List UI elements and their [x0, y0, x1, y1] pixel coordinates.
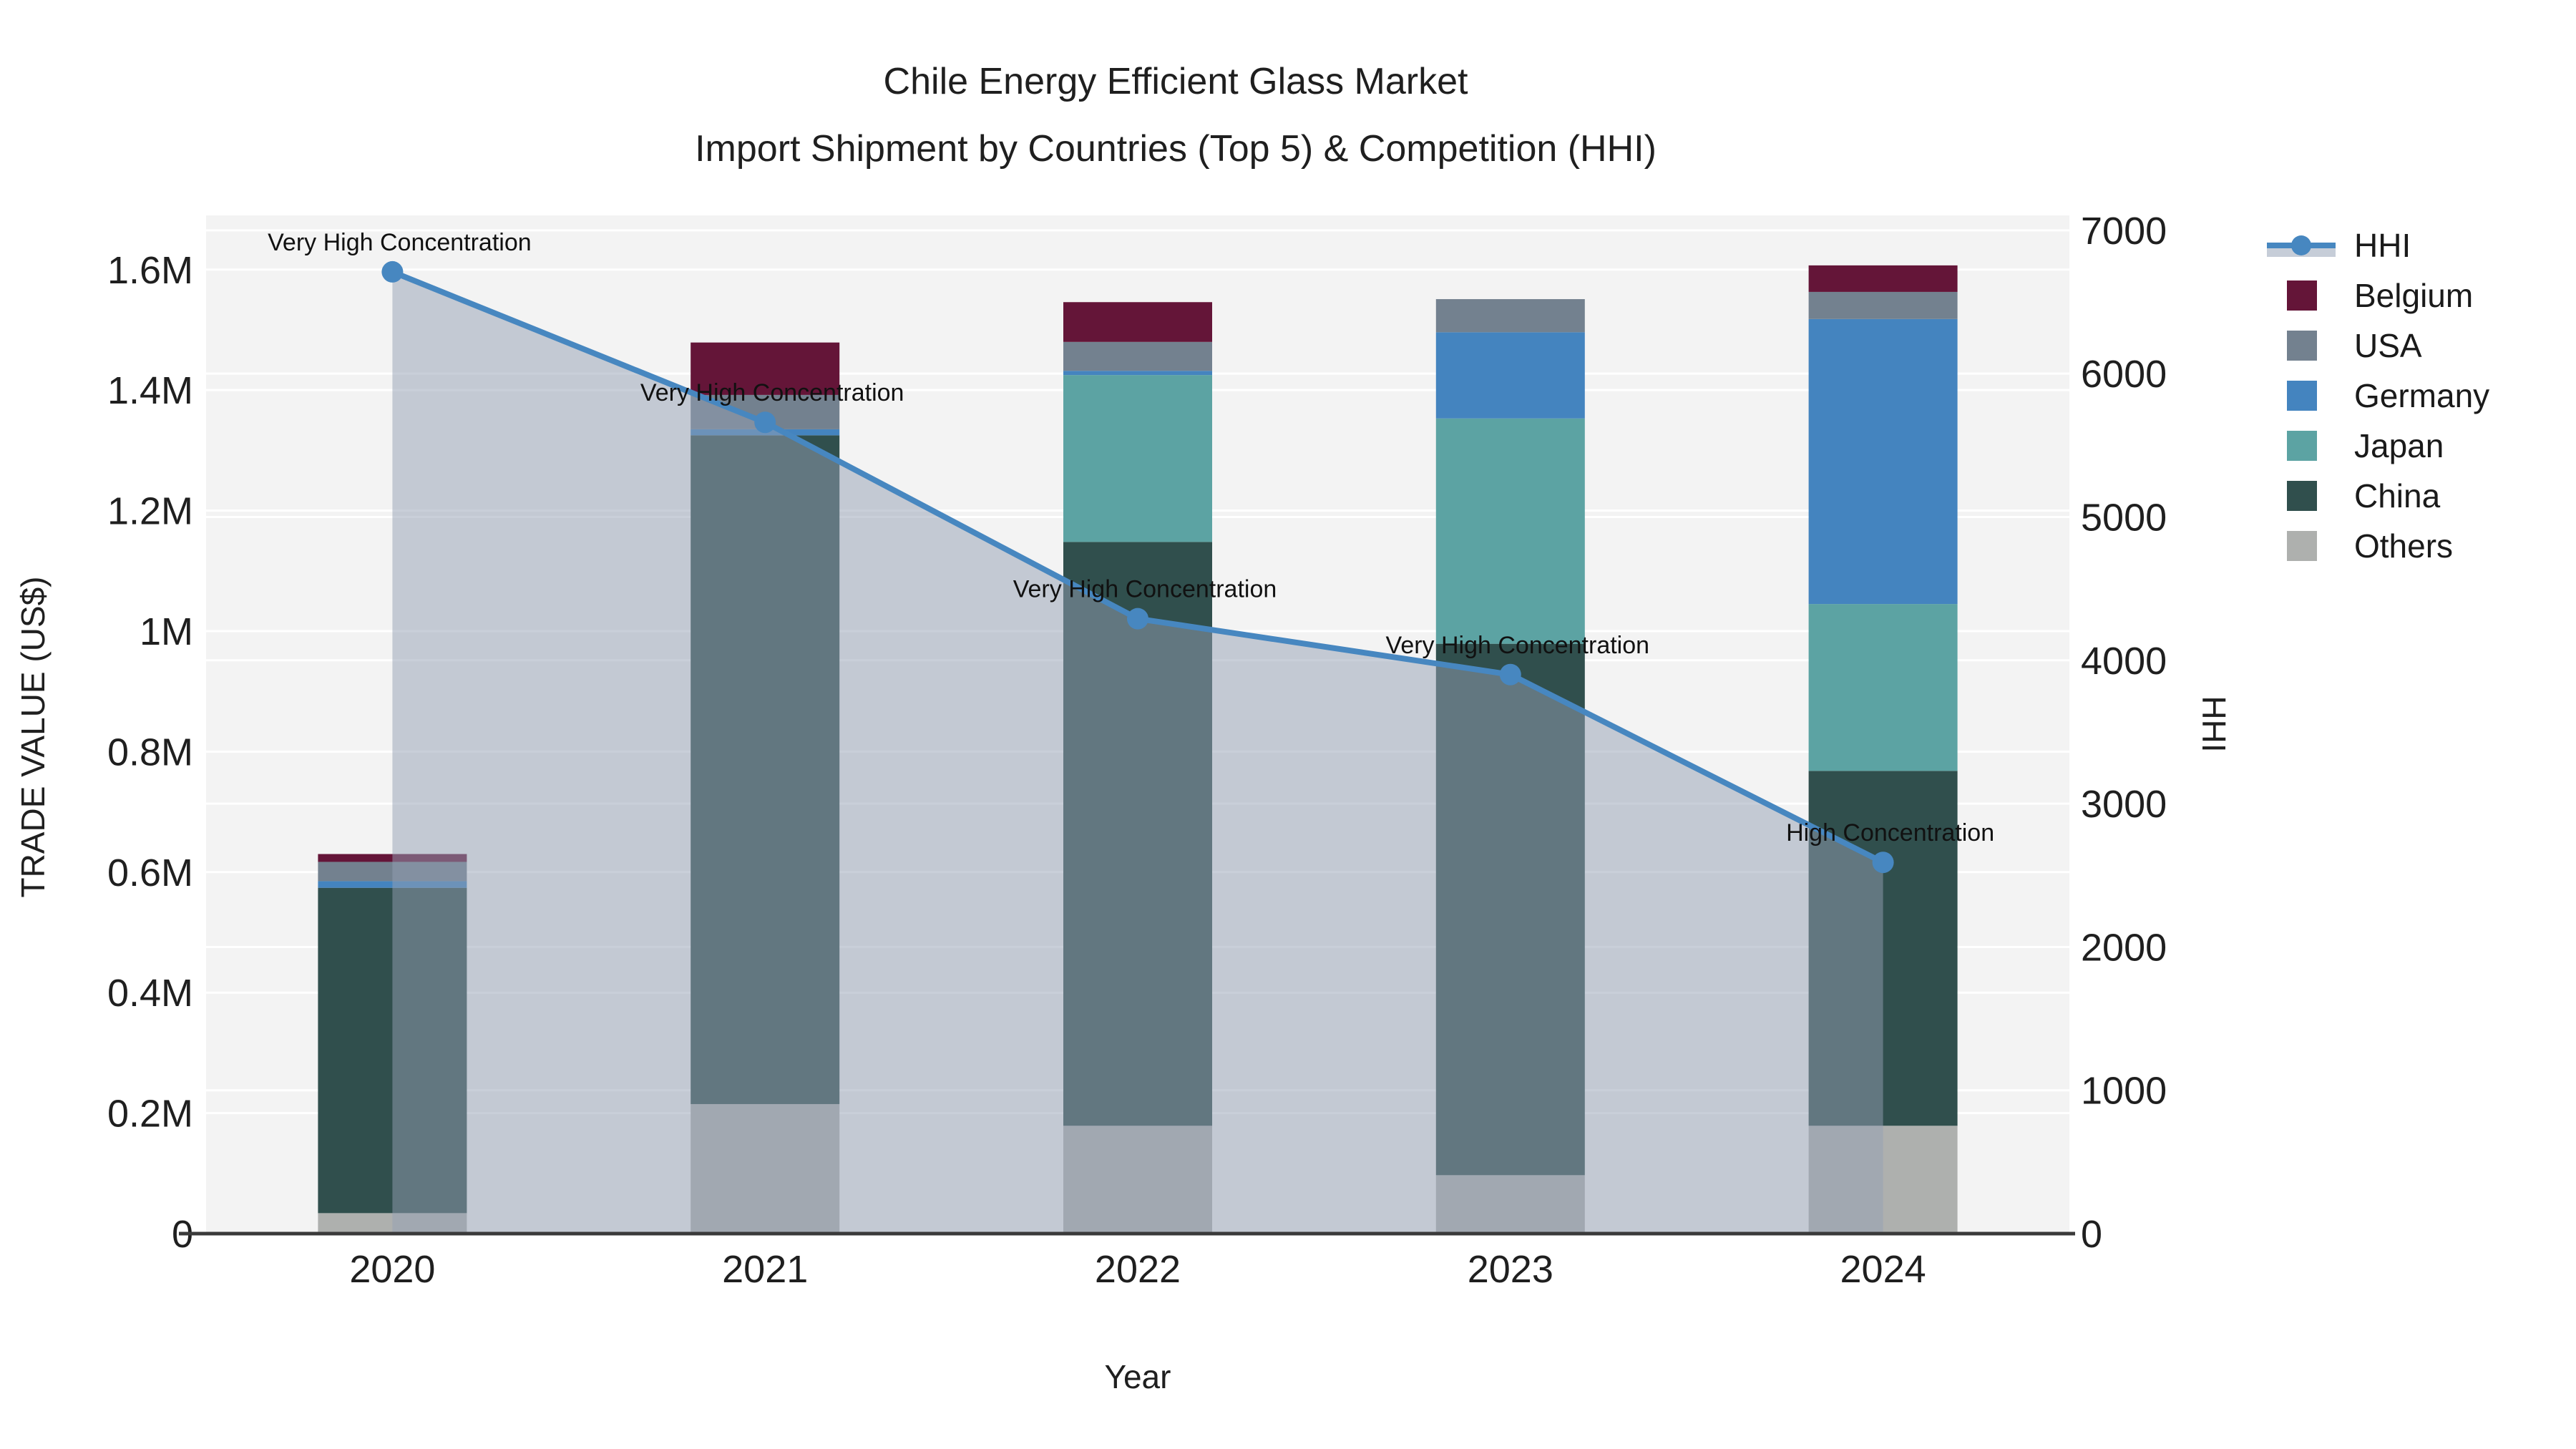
y-left-tick-1.2M: 1.2M [107, 490, 193, 533]
y-right-tick-0: 0 [2081, 1213, 2102, 1256]
y-right-tick-1000: 1000 [2081, 1070, 2167, 1113]
bar-2022-japan[interactable] [1063, 375, 1212, 542]
legend-item-hhi[interactable]: HHI [2267, 227, 2411, 264]
legend-swatch-germany [2287, 381, 2317, 411]
y-right-tick-6000: 6000 [2081, 353, 2167, 396]
x-tick-2020: 2020 [349, 1248, 435, 1291]
annotation-2022: Very High Concentration [1013, 576, 1277, 603]
hhi-marker-2022[interactable] [1127, 608, 1148, 630]
y-right-tick-5000: 5000 [2081, 496, 2167, 539]
legend-label-others: Others [2354, 527, 2453, 565]
bar-2023-germany[interactable] [1435, 332, 1585, 419]
bar-2022-germany[interactable] [1063, 371, 1212, 376]
chart-title-line1: Chile Energy Efficient Glass Market [883, 61, 1468, 102]
y-left-tick-0.6M: 0.6M [107, 852, 193, 894]
y-right-tick-4000: 4000 [2081, 640, 2167, 683]
bar-2023-usa[interactable] [1435, 299, 1585, 333]
x-tick-2024: 2024 [1840, 1248, 1926, 1291]
annotation-2024: High Concentration [1786, 819, 1994, 847]
bar-2021-belgium[interactable] [691, 342, 840, 395]
bar-2024-japan[interactable] [1808, 604, 1958, 771]
legend-item-belgium[interactable]: Belgium [2287, 277, 2473, 314]
bar-2024-belgium[interactable] [1808, 265, 1958, 292]
x-tick-2023: 2023 [1468, 1248, 1553, 1291]
y-right-tick-3000: 3000 [2081, 783, 2167, 826]
chart-title-line2: Import Shipment by Countries (Top 5) & C… [695, 128, 1657, 170]
chart-title: Chile Energy Efficient Glass Market Impo… [695, 63, 1657, 167]
y-right-axis-title: HHI [2195, 696, 2233, 752]
x-tick-2022: 2022 [1095, 1248, 1181, 1291]
hhi-marker-2024[interactable] [1872, 852, 1894, 874]
x-axis-title: Year [1105, 1358, 1171, 1395]
annotation-2023: Very High Concentration [1386, 632, 1650, 659]
annotation-2021: Very High Concentration [640, 379, 904, 406]
bar-2022-usa[interactable] [1063, 341, 1212, 371]
y-left-tick-0.4M: 0.4M [107, 972, 193, 1015]
legend-label-hhi: HHI [2354, 227, 2411, 264]
bar-2024-usa[interactable] [1808, 291, 1958, 319]
legend-swatch-usa [2287, 331, 2317, 361]
hhi-marker-2023[interactable] [1499, 663, 1521, 686]
legend-item-japan[interactable]: Japan [2287, 427, 2444, 464]
y-left-axis-title: TRADE VALUE (US$) [14, 576, 52, 897]
bar-2022-belgium[interactable] [1063, 302, 1212, 342]
bar-2024-germany[interactable] [1808, 318, 1958, 605]
y-left-tick-1.4M: 1.4M [107, 369, 193, 412]
legend-item-china[interactable]: China [2287, 477, 2441, 514]
y-right-tick-7000: 7000 [2081, 210, 2167, 253]
legend-label-china: China [2354, 477, 2441, 514]
legend-item-germany[interactable]: Germany [2287, 377, 2489, 414]
x-tick-2021: 2021 [722, 1248, 808, 1291]
legend-hhi-marker-icon [2291, 235, 2311, 255]
legend-label-belgium: Belgium [2354, 277, 2473, 314]
y-left-tick-1M: 1M [140, 610, 193, 653]
y-left-tick-0.8M: 0.8M [107, 731, 193, 774]
bar-2023-japan[interactable] [1435, 418, 1585, 644]
y-left-tick-1.6M: 1.6M [107, 249, 193, 292]
legend-item-others[interactable]: Others [2287, 527, 2453, 565]
legend-swatch-china [2287, 481, 2317, 511]
hhi-area-fill [392, 271, 1883, 1234]
legend-swatch-others [2287, 531, 2317, 561]
legend-item-usa[interactable]: USA [2287, 327, 2422, 364]
legend-label-japan: Japan [2354, 427, 2444, 464]
legend-label-germany: Germany [2354, 377, 2489, 414]
hhi-marker-2021[interactable] [754, 411, 776, 434]
hhi-marker-2020[interactable] [381, 260, 404, 283]
legend-swatch-belgium [2287, 280, 2317, 311]
y-left-tick-0.2M: 0.2M [107, 1093, 193, 1136]
y-right-tick-2000: 2000 [2081, 926, 2167, 969]
legend-swatch-japan [2287, 431, 2317, 461]
legend-label-usa: USA [2354, 327, 2422, 364]
annotation-2020: Very High Concentration [268, 229, 532, 256]
